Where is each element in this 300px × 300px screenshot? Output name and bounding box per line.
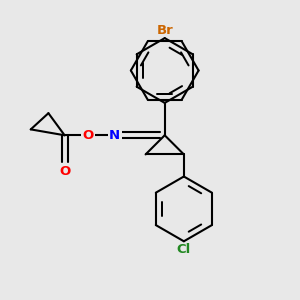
Text: O: O [82, 129, 94, 142]
Text: Br: Br [156, 24, 173, 37]
Text: Cl: Cl [177, 243, 191, 256]
Text: O: O [59, 165, 70, 178]
Text: N: N [109, 129, 120, 142]
